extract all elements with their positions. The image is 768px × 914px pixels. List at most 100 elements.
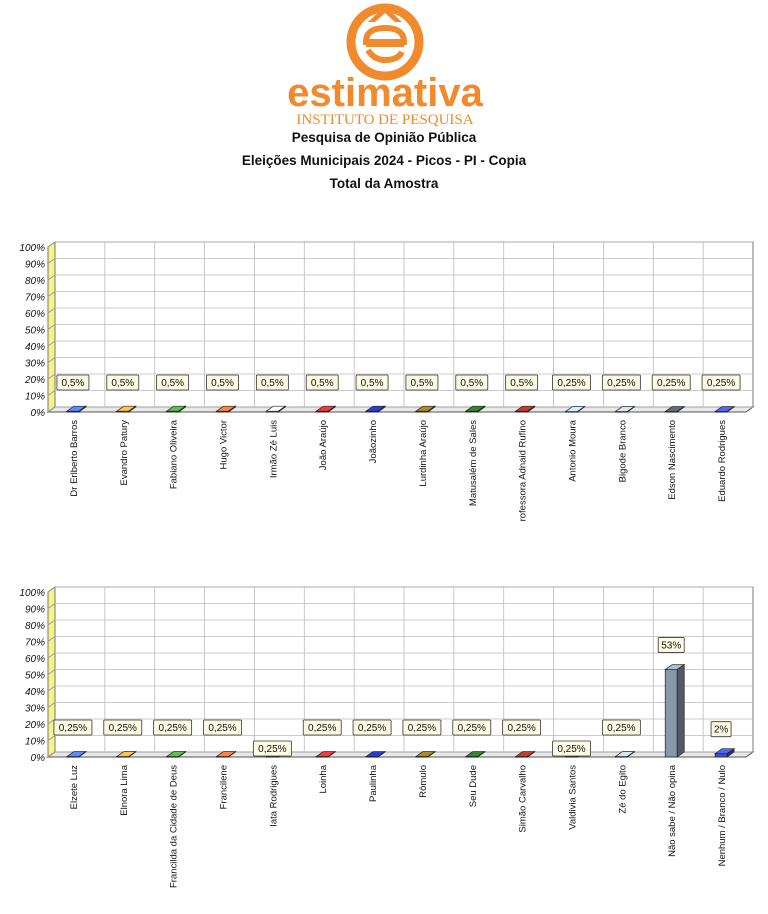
data-label: 0,25% [308, 723, 336, 734]
data-label-box [153, 719, 193, 736]
bar-side [726, 405, 735, 413]
data-label: 0,25% [109, 723, 137, 734]
bar-side [128, 750, 137, 758]
y-tick-label: 60% [25, 309, 45, 320]
grid-line-left [47, 390, 56, 396]
bar-group [564, 405, 586, 413]
bar-side [676, 663, 685, 758]
data-label: 0,25% [408, 723, 436, 734]
grid-line-left [47, 406, 56, 413]
bar-front [664, 669, 678, 758]
y-tick-label: 10% [25, 392, 45, 403]
data-label: 0,25% [557, 378, 585, 389]
bar-side [327, 750, 336, 758]
data-label-box [505, 374, 539, 391]
grid-line-left [47, 241, 56, 248]
bar-group [364, 405, 387, 413]
data-label: 0,25% [657, 378, 685, 389]
category-label: Eduardo Rodrigues [717, 420, 728, 502]
category-label: Bigode Branco [617, 420, 628, 482]
data-label-box [552, 374, 591, 391]
data-label-box [203, 719, 242, 736]
data-label: 0,25% [158, 723, 186, 734]
grid-line-left [47, 751, 56, 758]
bar-side [228, 405, 236, 413]
page-title-line-2: Eleições Municipais 2024 - Picos - PI - … [241, 153, 527, 168]
bar-group [315, 405, 337, 413]
grid-line-left [47, 357, 56, 363]
bar-side [676, 405, 685, 413]
bar-side [577, 405, 585, 413]
data-label: 0,25% [59, 723, 87, 734]
bar-side [726, 748, 735, 758]
bar-group [215, 405, 237, 413]
data-label-box [402, 719, 442, 736]
y-tick-label: 40% [25, 342, 45, 353]
bar-group [614, 750, 636, 758]
bar-group [664, 663, 686, 758]
logo-e-icon [362, 24, 408, 64]
data-label: 0,25% [458, 723, 486, 734]
bar-side [78, 405, 87, 413]
bar-group [165, 750, 187, 758]
data-label-box [53, 719, 93, 736]
y-tick-label: 0% [31, 753, 46, 764]
category-label: Irmão Zé Luis [268, 420, 279, 478]
data-label: 0,5% [510, 378, 533, 389]
category-label: Hugo Victor [219, 420, 230, 469]
data-label-box [601, 719, 641, 736]
data-label-box [252, 740, 292, 757]
bar-side [327, 405, 336, 413]
category-label: João Araújo [318, 420, 329, 470]
grid-line-left [47, 324, 56, 330]
data-label-box [405, 374, 439, 391]
category-label: Rômulo [418, 765, 429, 798]
data-label-box [206, 374, 239, 391]
category-label: Paulinha [368, 764, 379, 802]
data-label-box [651, 374, 691, 391]
data-label-box [103, 719, 143, 736]
bar-group [414, 750, 437, 758]
grid-line-left [47, 702, 56, 708]
grid-line-left [47, 274, 56, 281]
bar-group [464, 405, 486, 413]
grid-line-left [47, 307, 56, 314]
bar-chart-1: 0% 10% 20% 30% 40% 50% 60% 70% 80% 90% 100% 0,5% Dr … [19, 241, 755, 521]
y-tick-label: 20% [24, 375, 45, 386]
bar-side [377, 750, 386, 758]
data-label: 53% [661, 641, 681, 652]
grid-line-left [47, 685, 56, 692]
data-label: 0,5% [161, 378, 184, 389]
bar-side [278, 405, 286, 413]
logo-brand-text: estimativa [287, 71, 483, 115]
y-tick-label: 100% [19, 588, 45, 599]
y-tick-label: 30% [25, 359, 45, 370]
bar-front [714, 753, 728, 758]
bar-side [178, 405, 186, 413]
category-label: Edson Nascimento [667, 420, 678, 500]
grid-line-left [47, 636, 56, 642]
bar-group [414, 405, 437, 413]
bar-group [464, 750, 486, 758]
bar-group [614, 405, 636, 413]
bar-side [477, 750, 486, 758]
category-label: Joãozinho [368, 420, 379, 463]
bar-group [215, 750, 237, 758]
category-label: rofessora Adnaid Rufino [518, 420, 529, 521]
data-label-box [452, 719, 492, 736]
grid-line-left [47, 373, 56, 380]
data-label: 0,25% [607, 723, 635, 734]
category-label: Fabiano Oliveira [169, 419, 180, 489]
y-tick-label: 20% [24, 720, 45, 731]
grid-line-left [47, 291, 56, 297]
bar-group [65, 405, 88, 413]
data-label-box [455, 374, 489, 391]
category-label: Dr Erlberto Barros [69, 420, 80, 497]
grid-line-left [47, 718, 56, 725]
y-tick-label: 90% [25, 605, 45, 616]
data-label: 0,25% [507, 723, 535, 734]
bar-side [477, 405, 486, 413]
data-label-box [302, 719, 342, 736]
category-label: Matusalém de Sales [468, 420, 479, 506]
category-label: Iata Rodrigues [268, 765, 279, 827]
